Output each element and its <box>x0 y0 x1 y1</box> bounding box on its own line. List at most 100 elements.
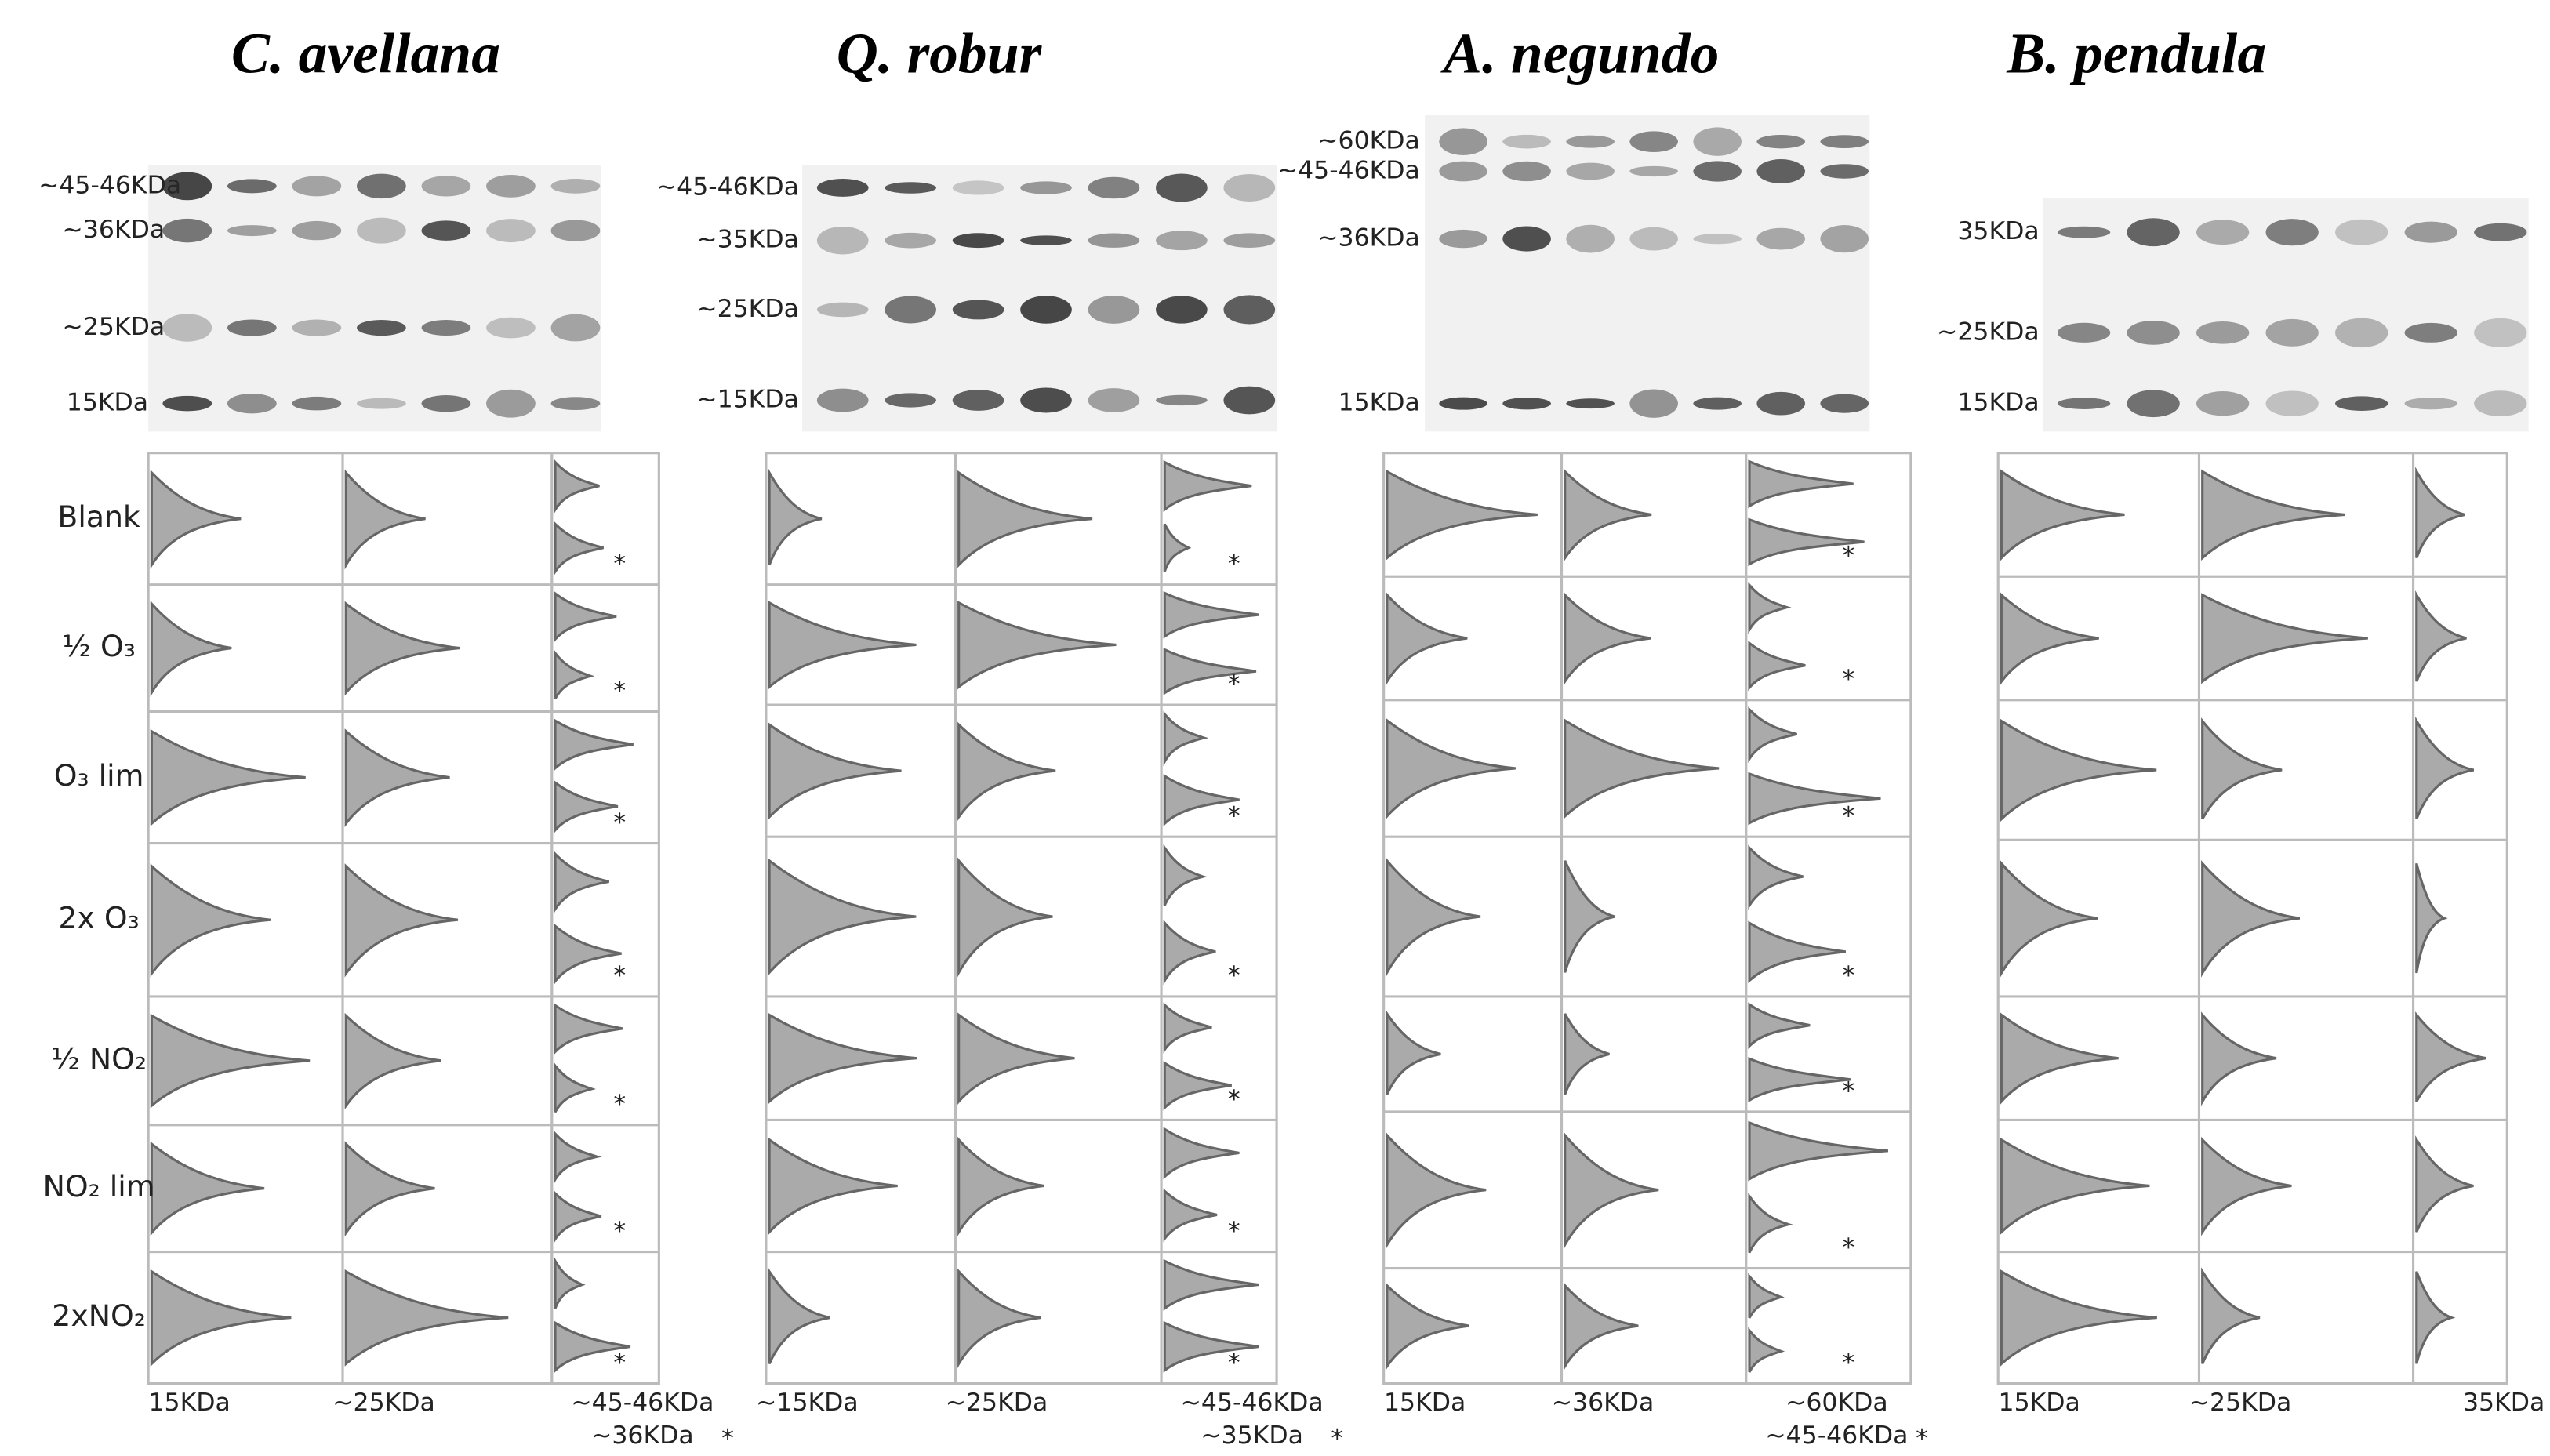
density-peak <box>1163 648 1257 695</box>
blot-band <box>1629 165 1678 177</box>
asterisk-marker: * <box>1842 666 1854 694</box>
density-peak <box>768 1137 898 1236</box>
blot-band <box>2404 398 2457 410</box>
density-peak <box>150 728 306 826</box>
density-peak <box>2000 860 2098 978</box>
column-label: ~36KDa <box>591 1422 694 1450</box>
band-label: ~36KDa <box>1317 224 1420 252</box>
density-peak <box>1564 718 1720 819</box>
profile-frame <box>765 452 1278 1385</box>
blot-band <box>2265 390 2319 416</box>
density-peak <box>1386 469 1538 561</box>
density-peak <box>2415 716 2475 820</box>
band-label: ~25KDa <box>696 295 799 323</box>
density-peak <box>2201 860 2301 978</box>
density-peak <box>1386 591 1468 686</box>
blot-band <box>1223 386 1276 415</box>
density-peak <box>344 469 426 570</box>
asterisk-marker: * <box>1228 1349 1240 1377</box>
blot-band <box>2057 398 2111 409</box>
blot-band <box>162 395 212 412</box>
density-peak <box>1748 772 1881 826</box>
blot-band <box>816 302 869 318</box>
density-peak <box>1564 860 1615 973</box>
density-peak <box>768 1267 831 1364</box>
asterisk-marker: * <box>1228 962 1240 990</box>
blot-band <box>1566 162 1615 180</box>
blot-band <box>357 319 406 336</box>
asterisk-marker: * <box>1228 802 1240 830</box>
row-label: Blank <box>57 499 140 534</box>
density-peak <box>150 863 271 978</box>
asterisk-marker: * <box>1228 550 1240 579</box>
density-peak <box>957 470 1093 568</box>
blot-band <box>421 220 471 241</box>
panel-title: A. negundo <box>1440 20 1719 85</box>
column-label: ~25KDa <box>2189 1389 2292 1417</box>
band-label: ~45-46KDa <box>38 171 181 199</box>
density-peak <box>554 590 617 643</box>
density-peak <box>1748 1002 1811 1050</box>
blot-band <box>227 393 277 414</box>
blot-band <box>1439 161 1488 182</box>
density-peak <box>1748 1327 1785 1373</box>
density-peak <box>1748 920 1846 984</box>
density-peak <box>554 923 622 985</box>
profile-frame <box>1382 452 1912 1385</box>
asterisk-marker: * <box>1228 1217 1240 1245</box>
density-peak <box>1163 710 1209 767</box>
column-label: ~36KDa <box>1552 1389 1655 1417</box>
column-label: ~35KDa <box>1201 1422 1303 1450</box>
density-peak <box>957 721 1056 821</box>
asterisk-marker: * <box>613 677 626 705</box>
density-peak <box>1163 1002 1212 1054</box>
density-peak <box>768 858 917 976</box>
density-peak <box>344 863 459 978</box>
blot-band <box>1439 128 1488 155</box>
blot-band <box>1223 173 1276 202</box>
row-label: 2x O₃ <box>58 901 139 935</box>
band-label: 15KDa <box>1339 389 1420 417</box>
density-peak <box>1163 1061 1232 1111</box>
asterisk-marker: * <box>1331 1425 1343 1453</box>
band-label: ~45-46KDa <box>1277 156 1420 184</box>
density-peak <box>1748 581 1792 634</box>
density-peak <box>768 601 917 690</box>
blot-band <box>227 319 277 336</box>
column-label: ~15KDa <box>756 1389 859 1417</box>
density-peak <box>344 601 460 696</box>
density-peak <box>1163 459 1252 513</box>
density-peak <box>1386 1282 1469 1371</box>
density-peak <box>554 1256 586 1309</box>
blot-band <box>1820 394 1869 413</box>
blot-band <box>1223 233 1276 249</box>
density-peak <box>554 521 604 576</box>
asterisk-marker: * <box>1842 542 1854 570</box>
asterisk-marker: * <box>1842 802 1854 830</box>
blot-band <box>1566 135 1615 148</box>
blot-band <box>2127 390 2180 418</box>
blot-band <box>952 300 1004 320</box>
row-label: ½ NO₂ <box>51 1041 147 1076</box>
row-label: NO₂ lim <box>43 1169 155 1204</box>
density-peak <box>344 1012 441 1110</box>
blot-band <box>1088 176 1140 199</box>
blot-band <box>1756 159 1805 183</box>
density-peak <box>150 1013 311 1109</box>
blot-band <box>1629 389 1678 418</box>
blot-band <box>2265 318 2319 347</box>
density-peak <box>768 722 902 820</box>
density-peak <box>1564 1013 1610 1095</box>
density-peak <box>554 1190 602 1244</box>
blot-band <box>885 296 936 324</box>
density-peak <box>1163 1127 1240 1180</box>
profile-frame <box>1996 452 2508 1385</box>
band-label: 15KDa <box>67 389 148 417</box>
blot-band <box>1088 296 1140 324</box>
density-peak <box>957 601 1117 690</box>
density-peak <box>1386 1009 1441 1095</box>
blot-band <box>2335 219 2388 245</box>
blot-band <box>550 220 601 241</box>
density-peak <box>1163 523 1192 572</box>
density-peak <box>1163 920 1216 986</box>
